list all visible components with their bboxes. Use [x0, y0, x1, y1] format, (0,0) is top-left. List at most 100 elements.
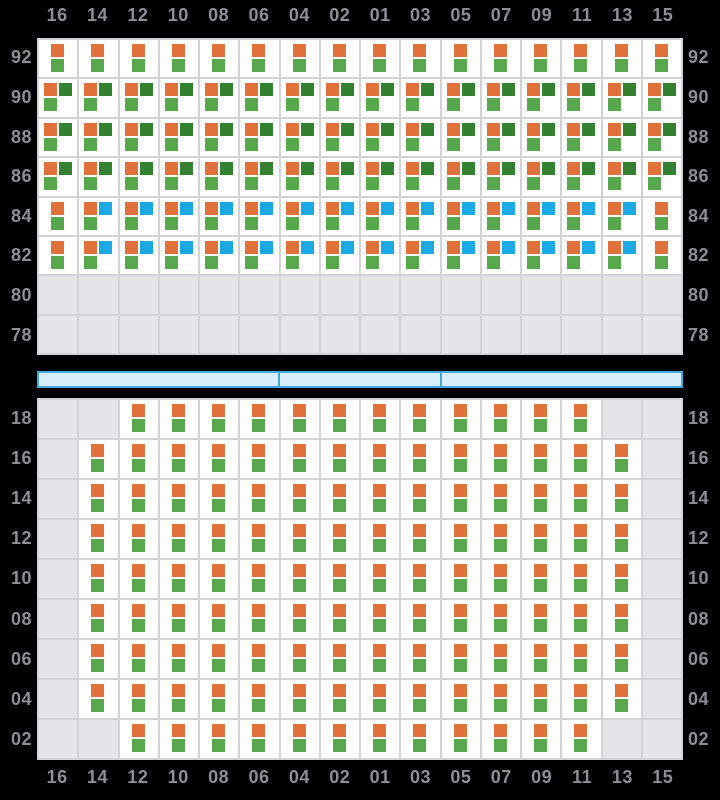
slot-cell[interactable]: [240, 560, 279, 598]
slot-cell[interactable]: [361, 400, 400, 438]
slot-cell[interactable]: [481, 440, 520, 478]
slot-cell[interactable]: [401, 480, 440, 518]
slot-cell[interactable]: [401, 440, 440, 478]
slot-cell[interactable]: [159, 79, 198, 117]
slot-cell[interactable]: [159, 640, 198, 678]
slot-cell[interactable]: [79, 640, 118, 678]
slot-cell[interactable]: [159, 400, 198, 438]
slot-cell[interactable]: [119, 480, 158, 518]
slot-cell[interactable]: [200, 680, 239, 718]
slot-cell[interactable]: [361, 680, 400, 718]
slot-cell[interactable]: [320, 158, 359, 196]
slot-cell[interactable]: [200, 158, 239, 196]
slot-cell[interactable]: [200, 400, 239, 438]
slot-cell[interactable]: [642, 40, 681, 78]
slot-cell[interactable]: [119, 197, 158, 235]
slot-cell[interactable]: [39, 118, 78, 157]
slot-cell[interactable]: [200, 720, 239, 758]
slot-cell[interactable]: [240, 400, 279, 438]
slot-cell[interactable]: [280, 118, 319, 157]
slot-cell[interactable]: [39, 40, 78, 78]
slot-cell[interactable]: [602, 600, 641, 638]
slot-cell[interactable]: [79, 118, 118, 157]
slot-cell[interactable]: [401, 158, 440, 196]
slot-cell[interactable]: [79, 560, 118, 598]
slot-cell[interactable]: [79, 236, 118, 275]
slot-cell[interactable]: [320, 680, 359, 718]
slot-cell[interactable]: [320, 560, 359, 598]
slot-cell[interactable]: [522, 600, 561, 638]
slot-cell[interactable]: [401, 600, 440, 638]
slot-cell[interactable]: [401, 520, 440, 558]
slot-cell[interactable]: [79, 197, 118, 235]
slot-cell[interactable]: [119, 640, 158, 678]
slot-cell[interactable]: [79, 440, 118, 478]
slot-cell[interactable]: [441, 236, 480, 275]
slot-cell[interactable]: [562, 480, 601, 518]
slot-cell[interactable]: [119, 440, 158, 478]
slot-cell[interactable]: [522, 158, 561, 196]
slot-cell[interactable]: [200, 560, 239, 598]
slot-cell[interactable]: [361, 236, 400, 275]
slot-cell[interactable]: [441, 600, 480, 638]
slot-cell[interactable]: [642, 118, 681, 157]
slot-cell[interactable]: [481, 640, 520, 678]
slot-cell[interactable]: [280, 236, 319, 275]
slot-cell[interactable]: [240, 720, 279, 758]
slot-cell[interactable]: [240, 680, 279, 718]
slot-cell[interactable]: [280, 520, 319, 558]
slot-cell[interactable]: [642, 236, 681, 275]
slot-cell[interactable]: [481, 600, 520, 638]
slot-cell[interactable]: [481, 79, 520, 117]
slot-cell[interactable]: [240, 480, 279, 518]
slot-cell[interactable]: [200, 40, 239, 78]
slot-cell[interactable]: [320, 600, 359, 638]
slot-cell[interactable]: [562, 640, 601, 678]
slot-cell[interactable]: [481, 40, 520, 78]
slot-cell[interactable]: [240, 118, 279, 157]
slot-cell[interactable]: [159, 118, 198, 157]
slot-cell[interactable]: [119, 560, 158, 598]
slot-cell[interactable]: [361, 197, 400, 235]
slot-cell[interactable]: [562, 440, 601, 478]
slot-cell[interactable]: [562, 158, 601, 196]
slot-cell[interactable]: [119, 118, 158, 157]
slot-cell[interactable]: [401, 40, 440, 78]
slot-cell[interactable]: [39, 158, 78, 196]
slot-cell[interactable]: [481, 118, 520, 157]
slot-cell[interactable]: [602, 480, 641, 518]
slot-cell[interactable]: [361, 480, 400, 518]
slot-cell[interactable]: [280, 79, 319, 117]
slot-cell[interactable]: [602, 440, 641, 478]
slot-cell[interactable]: [320, 40, 359, 78]
slot-cell[interactable]: [200, 600, 239, 638]
slot-cell[interactable]: [119, 40, 158, 78]
slot-cell[interactable]: [119, 600, 158, 638]
slot-cell[interactable]: [562, 79, 601, 117]
slot-cell[interactable]: [481, 520, 520, 558]
slot-cell[interactable]: [522, 197, 561, 235]
slot-cell[interactable]: [79, 480, 118, 518]
slot-cell[interactable]: [401, 236, 440, 275]
slot-cell[interactable]: [159, 197, 198, 235]
slot-cell[interactable]: [642, 79, 681, 117]
slot-cell[interactable]: [481, 560, 520, 598]
slot-cell[interactable]: [39, 197, 78, 235]
slot-cell[interactable]: [320, 640, 359, 678]
slot-cell[interactable]: [240, 236, 279, 275]
slot-cell[interactable]: [522, 236, 561, 275]
slot-cell[interactable]: [320, 720, 359, 758]
slot-cell[interactable]: [200, 480, 239, 518]
slot-cell[interactable]: [602, 680, 641, 718]
slot-cell[interactable]: [441, 79, 480, 117]
slot-cell[interactable]: [119, 236, 158, 275]
slot-cell[interactable]: [401, 560, 440, 598]
slot-cell[interactable]: [401, 400, 440, 438]
slot-cell[interactable]: [280, 440, 319, 478]
slot-cell[interactable]: [481, 158, 520, 196]
slot-cell[interactable]: [361, 79, 400, 117]
slot-cell[interactable]: [441, 520, 480, 558]
slot-cell[interactable]: [441, 158, 480, 196]
slot-cell[interactable]: [200, 197, 239, 235]
slot-cell[interactable]: [441, 118, 480, 157]
